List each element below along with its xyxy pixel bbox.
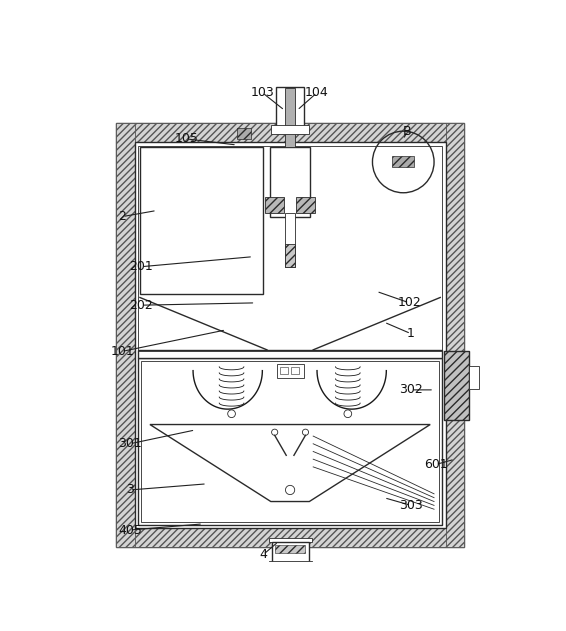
- Bar: [265, 198, 284, 213]
- Bar: [138, 146, 442, 524]
- Bar: [285, 88, 295, 147]
- Text: 101: 101: [110, 345, 134, 358]
- Bar: [445, 124, 464, 547]
- Bar: [138, 350, 442, 358]
- Text: 2: 2: [118, 210, 126, 223]
- Bar: [469, 366, 479, 389]
- Bar: [142, 361, 439, 522]
- Bar: [116, 124, 464, 142]
- Bar: [271, 125, 310, 134]
- Bar: [138, 358, 442, 524]
- Bar: [276, 86, 304, 133]
- Bar: [275, 545, 306, 553]
- Bar: [272, 542, 308, 565]
- Circle shape: [302, 429, 308, 435]
- Text: 4: 4: [259, 548, 267, 561]
- Text: 202: 202: [130, 298, 153, 312]
- Text: 601: 601: [424, 458, 448, 471]
- Bar: [285, 244, 295, 267]
- Text: 103: 103: [251, 86, 275, 99]
- Circle shape: [228, 410, 235, 418]
- Text: 302: 302: [399, 384, 423, 396]
- Bar: [268, 538, 312, 542]
- Text: 104: 104: [305, 86, 329, 99]
- Bar: [392, 156, 414, 167]
- Circle shape: [285, 485, 295, 495]
- Text: 102: 102: [397, 297, 421, 309]
- Text: 3: 3: [126, 483, 134, 497]
- Bar: [140, 147, 263, 293]
- Text: 201: 201: [130, 260, 153, 273]
- Circle shape: [272, 429, 278, 435]
- Bar: [270, 147, 310, 216]
- Bar: [285, 213, 295, 267]
- Text: 303: 303: [399, 499, 423, 512]
- Bar: [280, 367, 288, 374]
- Bar: [268, 561, 312, 565]
- Bar: [444, 351, 469, 420]
- Bar: [237, 128, 251, 139]
- Bar: [116, 124, 135, 547]
- Text: 1: 1: [407, 327, 415, 340]
- Text: B: B: [403, 125, 411, 138]
- Polygon shape: [150, 425, 430, 502]
- Text: 405: 405: [118, 524, 142, 536]
- Bar: [277, 363, 304, 377]
- Bar: [444, 351, 469, 420]
- Bar: [296, 198, 315, 213]
- Text: 105: 105: [174, 133, 198, 145]
- Circle shape: [344, 410, 351, 418]
- Bar: [116, 124, 464, 547]
- Bar: [291, 367, 298, 374]
- Text: 301: 301: [118, 437, 142, 451]
- Bar: [135, 142, 445, 529]
- Bar: [116, 529, 464, 547]
